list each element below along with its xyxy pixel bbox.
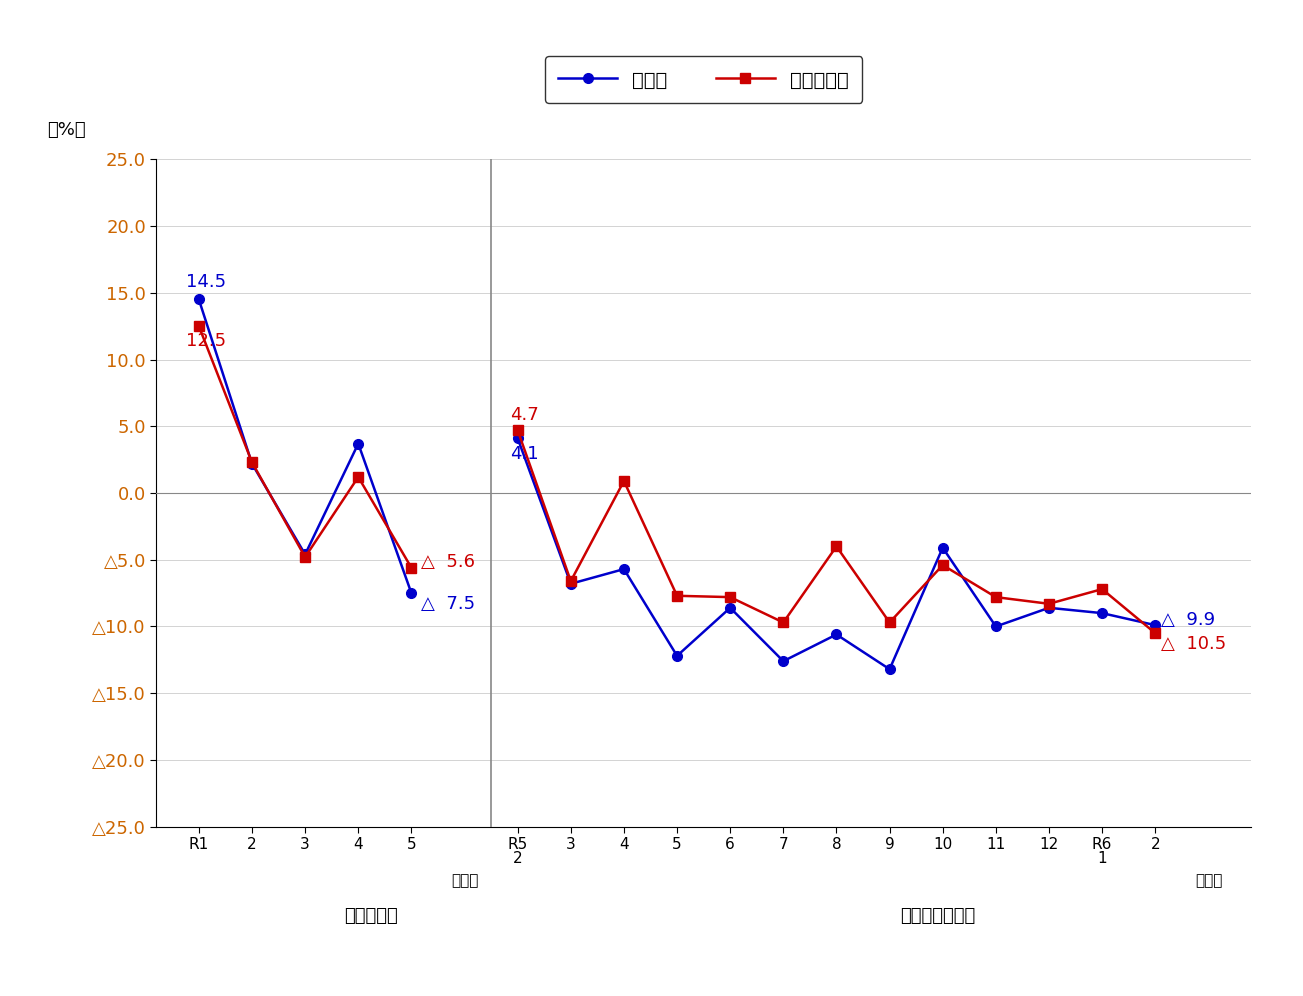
Text: 4.7: 4.7 — [509, 405, 538, 423]
Text: △  10.5: △ 10.5 — [1161, 634, 1226, 652]
Text: 4.1: 4.1 — [509, 445, 538, 463]
Text: 12.5: 12.5 — [185, 332, 225, 350]
Text: 14.5: 14.5 — [185, 274, 225, 292]
Text: △  7.5: △ 7.5 — [421, 595, 476, 613]
Text: △  5.6: △ 5.6 — [421, 554, 476, 572]
Text: （前年比）: （前年比） — [344, 907, 399, 925]
Legend: 実収入, 可処分所得: 実収入, 可処分所得 — [545, 56, 863, 104]
Text: （前年同月比）: （前年同月比） — [900, 907, 976, 925]
Text: （%）: （%） — [47, 122, 86, 139]
Text: △  9.9: △ 9.9 — [1161, 611, 1214, 628]
Text: （年）: （年） — [451, 873, 478, 888]
Text: （月）: （月） — [1195, 873, 1222, 888]
